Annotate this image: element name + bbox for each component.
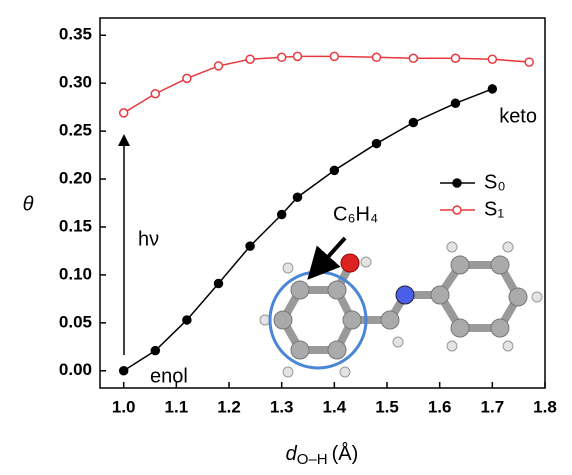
x-tick-label: 1.8 — [533, 397, 557, 416]
data-point — [372, 140, 380, 148]
x-tick-label: 1.0 — [112, 397, 136, 416]
series-line — [124, 89, 493, 371]
y-axis-label: θ — [23, 193, 34, 215]
enol-label: enol — [150, 365, 188, 387]
x-label-subscript: O–H — [297, 451, 328, 468]
data-point — [246, 55, 254, 63]
x-label-unit: (Å) — [332, 442, 359, 465]
molecule — [260, 242, 542, 377]
data-point — [246, 242, 254, 250]
data-point — [451, 99, 459, 107]
data-point — [330, 166, 338, 174]
y-tick-label: 0.30 — [59, 73, 92, 92]
plot-frame — [100, 18, 545, 388]
y-tick-label: 0.35 — [59, 25, 92, 44]
x-tick-label: 1.7 — [481, 397, 505, 416]
data-point — [214, 62, 222, 70]
data-point — [488, 85, 496, 93]
data-point — [183, 74, 191, 82]
keto-label: keto — [499, 105, 537, 127]
x-axis-label: dO–H(Å) — [286, 442, 359, 468]
group-label: C₆H₄ — [333, 203, 378, 225]
x-tick-label: 1.5 — [375, 397, 399, 416]
y-tick-label: 0.00 — [59, 360, 92, 379]
hv-label: hν — [138, 228, 159, 250]
x-tick-label: 1.1 — [165, 397, 189, 416]
data-point — [330, 52, 338, 60]
data-point — [409, 118, 417, 126]
x-tick-label: 1.6 — [428, 397, 452, 416]
legend-marker — [453, 179, 461, 187]
data-point — [278, 53, 286, 61]
data-point — [409, 54, 417, 62]
y-tick-label: 0.10 — [59, 264, 92, 283]
chart: θ dO–H(Å) — [0, 0, 572, 470]
legend-label: S₁ — [484, 198, 504, 220]
data-point — [214, 280, 222, 288]
data-point — [120, 109, 128, 117]
data-point — [278, 211, 286, 219]
data-point — [488, 55, 496, 63]
x-tick-label: 1.3 — [270, 397, 294, 416]
y-tick-label: 0.15 — [59, 216, 92, 235]
y-tick-label: 0.25 — [59, 121, 92, 140]
x-tick-label: 1.4 — [323, 397, 347, 416]
data-point — [120, 367, 128, 375]
data-point — [151, 90, 159, 98]
series-line — [124, 56, 530, 113]
oxygen-atom — [341, 254, 359, 272]
legend-marker — [453, 206, 461, 214]
data-point — [183, 316, 191, 324]
data-point — [293, 52, 301, 60]
legend-label: S₀ — [484, 171, 506, 193]
data-point — [451, 54, 459, 62]
x-tick-label: 1.2 — [217, 397, 241, 416]
nitrogen-atom — [396, 286, 414, 304]
y-tick-label: 0.20 — [59, 169, 92, 188]
data-point — [293, 193, 301, 201]
y-tick-label: 0.05 — [59, 312, 92, 331]
data-point — [525, 58, 533, 66]
data-point — [151, 347, 159, 355]
data-point — [372, 53, 380, 61]
